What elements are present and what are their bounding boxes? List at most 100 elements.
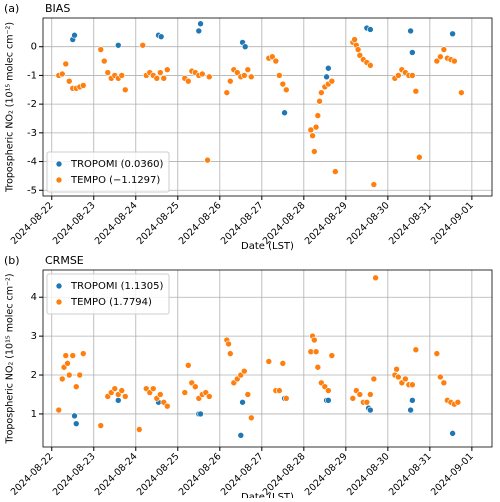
data-point bbox=[356, 391, 364, 398]
data-point bbox=[276, 72, 283, 79]
data-point bbox=[197, 410, 204, 418]
plot-frame bbox=[42, 269, 493, 448]
data-point bbox=[367, 62, 374, 69]
legend-label: TEMPO (−1.1297) bbox=[70, 175, 160, 186]
data-point bbox=[69, 352, 77, 359]
data-point bbox=[139, 41, 147, 49]
data-point bbox=[225, 340, 232, 348]
y-tick-label: -2 bbox=[27, 99, 37, 110]
legend-marker bbox=[55, 298, 63, 306]
data-point bbox=[269, 53, 276, 61]
x-axis-label: Date (LST) bbox=[241, 492, 294, 498]
x-tick-label: 2024-08-23 bbox=[51, 451, 98, 498]
data-point bbox=[244, 66, 252, 73]
data-point bbox=[449, 30, 456, 38]
data-point bbox=[433, 57, 441, 65]
x-tick-label: 2024-08-24 bbox=[93, 200, 140, 247]
data-point bbox=[62, 60, 70, 68]
data-point bbox=[248, 414, 255, 422]
y-tick-label: 3 bbox=[31, 331, 37, 342]
data-point bbox=[440, 46, 448, 53]
data-point bbox=[197, 20, 204, 28]
data-point bbox=[71, 31, 78, 39]
data-point bbox=[354, 46, 362, 53]
data-point bbox=[97, 46, 105, 53]
data-point bbox=[265, 358, 273, 365]
data-point bbox=[314, 363, 322, 371]
data-point bbox=[58, 375, 66, 383]
data-point bbox=[279, 360, 287, 367]
data-point bbox=[234, 69, 241, 76]
data-point bbox=[153, 74, 161, 82]
data-point bbox=[205, 393, 213, 400]
data-point bbox=[184, 362, 192, 369]
data-point bbox=[395, 72, 402, 79]
data-point bbox=[440, 379, 448, 387]
data-point bbox=[223, 89, 231, 96]
data-point bbox=[433, 350, 441, 357]
data-point bbox=[58, 70, 66, 78]
x-tick-label: 2024-08-31 bbox=[387, 451, 434, 498]
x-tick-label: 2024-09-01 bbox=[429, 451, 476, 498]
data-point bbox=[163, 402, 171, 410]
data-point bbox=[279, 80, 287, 88]
data-point bbox=[191, 383, 199, 391]
data-point bbox=[163, 66, 171, 73]
y-tick-label: -1 bbox=[27, 70, 37, 81]
data-point bbox=[156, 391, 164, 398]
x-tick-label: 2024-08-27 bbox=[219, 200, 266, 247]
data-point bbox=[437, 373, 444, 381]
data-point bbox=[205, 73, 213, 81]
data-point bbox=[114, 41, 122, 49]
x-tick-label: 2024-08-31 bbox=[387, 200, 434, 247]
y-tick-label: 1 bbox=[31, 409, 37, 420]
legend-box bbox=[46, 273, 170, 315]
x-tick-label: 2024-08-26 bbox=[177, 200, 224, 247]
data-point bbox=[79, 350, 87, 357]
data-point bbox=[312, 348, 320, 355]
y-tick-label: -4 bbox=[27, 157, 37, 168]
data-point bbox=[65, 371, 73, 379]
data-point bbox=[227, 77, 234, 85]
x-tick-label: 2024-08-22 bbox=[9, 200, 56, 247]
data-point bbox=[248, 73, 255, 81]
data-point bbox=[72, 383, 80, 391]
data-point bbox=[363, 398, 371, 406]
data-point bbox=[325, 397, 332, 404]
data-point bbox=[437, 53, 444, 61]
data-point bbox=[100, 57, 108, 65]
data-point bbox=[409, 381, 416, 389]
data-point bbox=[356, 52, 364, 59]
legend-label: TEMPO (1.7794) bbox=[70, 297, 152, 308]
data-point bbox=[402, 375, 409, 383]
x-axis-label: Date (LST) bbox=[241, 241, 294, 252]
data-point bbox=[451, 57, 458, 65]
data-point bbox=[409, 397, 416, 404]
x-tick-label: 2024-08-30 bbox=[345, 451, 392, 498]
data-point bbox=[104, 69, 112, 76]
legend-box bbox=[46, 151, 170, 193]
legend-marker bbox=[55, 176, 63, 184]
data-point bbox=[283, 395, 290, 402]
y-tick-label: 4 bbox=[31, 292, 37, 303]
data-point bbox=[309, 132, 316, 140]
data-point bbox=[118, 72, 126, 79]
data-point bbox=[407, 406, 414, 414]
data-point bbox=[332, 168, 339, 175]
data-point bbox=[325, 387, 332, 394]
data-point bbox=[76, 371, 84, 379]
data-point bbox=[318, 89, 325, 96]
data-point bbox=[412, 87, 420, 95]
data-point bbox=[64, 360, 71, 367]
data-point bbox=[393, 365, 400, 373]
data-point bbox=[449, 430, 456, 437]
y-tick-label: 2 bbox=[31, 370, 37, 381]
x-tick-label: 2024-08-26 bbox=[177, 451, 224, 498]
data-point bbox=[111, 385, 119, 392]
data-point bbox=[311, 148, 318, 155]
data-point bbox=[157, 33, 165, 40]
data-point bbox=[325, 64, 332, 72]
data-point bbox=[204, 156, 211, 164]
data-point bbox=[72, 420, 80, 427]
